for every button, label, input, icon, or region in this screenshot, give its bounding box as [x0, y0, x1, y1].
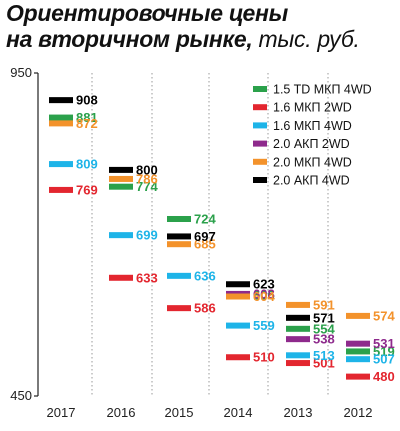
title-line-2-text: на вторичном рынке, [6, 26, 253, 52]
title-unit: тыс. руб. [252, 26, 360, 52]
price-value-label: 507 [373, 352, 395, 367]
price-value-label: 606 [253, 288, 275, 303]
legend-label: 1.6 МКП 2WD [273, 101, 352, 115]
price-value-label: 501 [313, 356, 335, 371]
price-value-label: 699 [136, 228, 158, 243]
price-value-label: 571 [313, 310, 335, 325]
price-mark [49, 114, 73, 121]
legend-label: 2.0 МКП 4WD [273, 155, 352, 169]
title-line-1: Ориентировочные цены [6, 0, 288, 26]
price-value-label: 510 [253, 350, 275, 365]
price-mark [167, 215, 191, 222]
price-value-label: 908 [76, 93, 98, 108]
price-mark [49, 161, 73, 168]
y-tick-label: 450 [10, 388, 32, 403]
legend-label: 2.0 АКП 2WD [273, 137, 350, 151]
price-mark [226, 281, 250, 288]
price-value-label: 872 [76, 116, 98, 131]
price-value-label: 608 [253, 286, 275, 301]
price-mark [286, 352, 310, 359]
price-mark [109, 183, 133, 190]
price-value-label: 623 [253, 277, 275, 292]
price-value-label: 697 [194, 229, 216, 244]
price-value-label: 881 [76, 110, 98, 125]
price-mark [49, 186, 73, 193]
price-value-label: 531 [373, 336, 395, 351]
legend-swatch [253, 122, 267, 129]
chart-title: Ориентировочные цены на вторичном рынке,… [6, 0, 396, 52]
price-value-label: 769 [76, 182, 98, 197]
price-value-label: 554 [313, 321, 335, 336]
price-mark [346, 356, 370, 363]
price-mark [286, 325, 310, 332]
legend-swatch [253, 86, 267, 92]
price-mark [226, 354, 250, 361]
price-value-label: 519 [373, 344, 395, 359]
price-value-label: 574 [373, 308, 395, 323]
y-tick-label: 950 [10, 65, 32, 80]
title-line-2: на вторичном рынке, тыс. руб. [6, 26, 396, 52]
price-value-label: 685 [194, 237, 216, 252]
legend-swatch [253, 104, 267, 111]
price-value-label: 604 [253, 289, 275, 304]
price-value-label: 591 [313, 297, 335, 312]
price-value-label: 636 [194, 268, 216, 283]
x-tick-label: 2013 [284, 405, 313, 420]
price-value-label: 559 [253, 318, 275, 333]
price-mark [167, 305, 191, 312]
price-mark [286, 314, 310, 321]
price-mark [109, 166, 133, 173]
legend-swatch [253, 158, 267, 165]
legend-label: 1.6 МКП 4WD [273, 119, 352, 133]
price-value-label: 786 [136, 171, 158, 186]
price-value-label: 774 [136, 179, 158, 194]
legend-label: 2.0 АКП 4WD [273, 174, 350, 188]
price-mark [109, 274, 133, 281]
price-value-label: 633 [136, 270, 158, 285]
price-mark [109, 175, 133, 182]
price-mark [226, 293, 250, 300]
legend-label: 1.5 TD МКП 4WD [273, 83, 372, 97]
price-mark [346, 373, 370, 380]
price-mark [167, 241, 191, 248]
legend-swatch [253, 140, 267, 147]
price-mark [167, 233, 191, 240]
price-mark [346, 312, 370, 319]
price-value-label: 800 [136, 162, 158, 177]
price-mark [346, 348, 370, 355]
price-mark [167, 272, 191, 279]
price-mark [226, 322, 250, 329]
price-value-label: 586 [194, 301, 216, 316]
price-mark [286, 301, 310, 308]
price-value-label: 809 [76, 157, 98, 172]
x-tick-label: 2016 [107, 405, 136, 420]
price-mark [286, 336, 310, 343]
legend-swatch [253, 177, 267, 183]
price-value-label: 538 [313, 332, 335, 347]
price-mark [346, 340, 370, 347]
x-tick-label: 2015 [165, 405, 194, 420]
price-value-label: 480 [373, 369, 395, 384]
x-tick-label: 2014 [224, 405, 253, 420]
price-mark [286, 360, 310, 367]
price-mark [49, 97, 73, 104]
price-mark [109, 232, 133, 239]
price-value-label: 724 [194, 211, 216, 226]
price-value-label: 513 [313, 348, 335, 363]
price-mark [49, 120, 73, 127]
x-tick-label: 2012 [344, 405, 373, 420]
x-tick-label: 2017 [47, 405, 76, 420]
